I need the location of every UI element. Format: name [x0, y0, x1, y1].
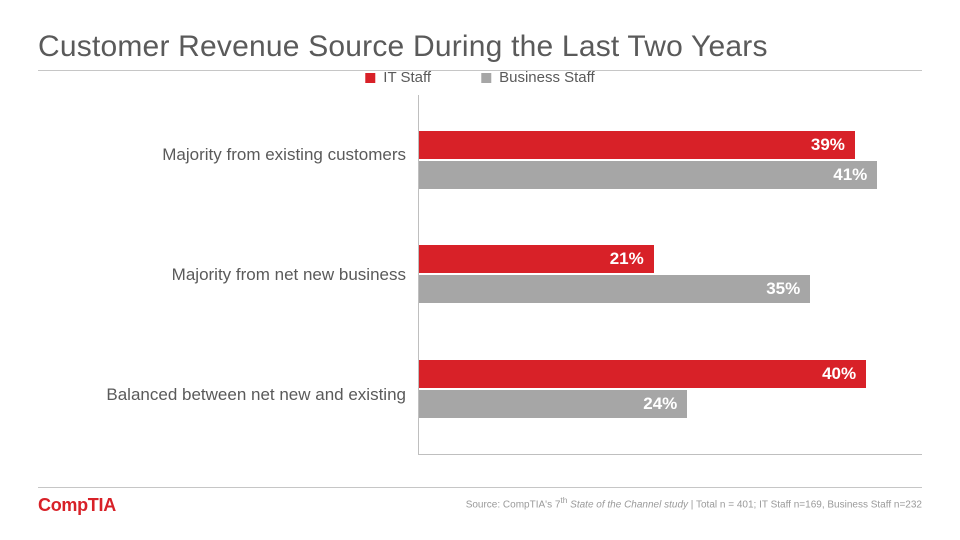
bar-business_staff: 35%	[419, 275, 810, 303]
footer-rule	[38, 487, 922, 488]
legend-swatch-it-staff	[365, 73, 375, 83]
legend-swatch-business-staff	[481, 73, 491, 83]
bar-value-label: 21%	[610, 249, 644, 269]
bar-value-label: 24%	[643, 394, 677, 414]
bar-value-label: 35%	[766, 279, 800, 299]
category-label: Majority from existing customers	[38, 144, 406, 166]
slide: Customer Revenue Source During the Last …	[0, 0, 960, 540]
legend-item-it-staff: IT Staff	[365, 69, 431, 86]
source-text: Source: CompTIA's 7th State of the Chann…	[466, 495, 922, 510]
bar-value-label: 39%	[811, 135, 845, 155]
bar-group: 21% 35%	[419, 245, 922, 303]
legend-label-it-staff: IT Staff	[383, 69, 431, 86]
bar-value-label: 41%	[833, 165, 867, 185]
revenue-chart: IT Staff Business Staff Majority from ex…	[38, 95, 922, 455]
category-label: Balanced between net new and existing	[38, 384, 406, 406]
bar-group: 40% 24%	[419, 360, 922, 418]
bar-value-label: 40%	[822, 364, 856, 384]
category-label: Majority from net new business	[38, 264, 406, 286]
legend-item-business-staff: Business Staff	[481, 69, 595, 86]
bar-group: 39% 41%	[419, 131, 922, 189]
slide-title: Customer Revenue Source During the Last …	[38, 30, 922, 64]
legend-label-business-staff: Business Staff	[499, 69, 595, 86]
plot-area: 39% 41% 21% 35% 40% 24%	[418, 95, 922, 455]
bar-business_staff: 24%	[419, 390, 687, 418]
comptia-logo: CompTIA	[38, 495, 116, 516]
legend: IT Staff Business Staff	[365, 69, 594, 86]
y-axis-labels: Majority from existing customers Majorit…	[38, 95, 418, 455]
bar-business_staff: 41%	[419, 161, 877, 189]
bar-it_staff: 21%	[419, 245, 654, 273]
bar-it_staff: 39%	[419, 131, 855, 159]
bar-it_staff: 40%	[419, 360, 866, 388]
